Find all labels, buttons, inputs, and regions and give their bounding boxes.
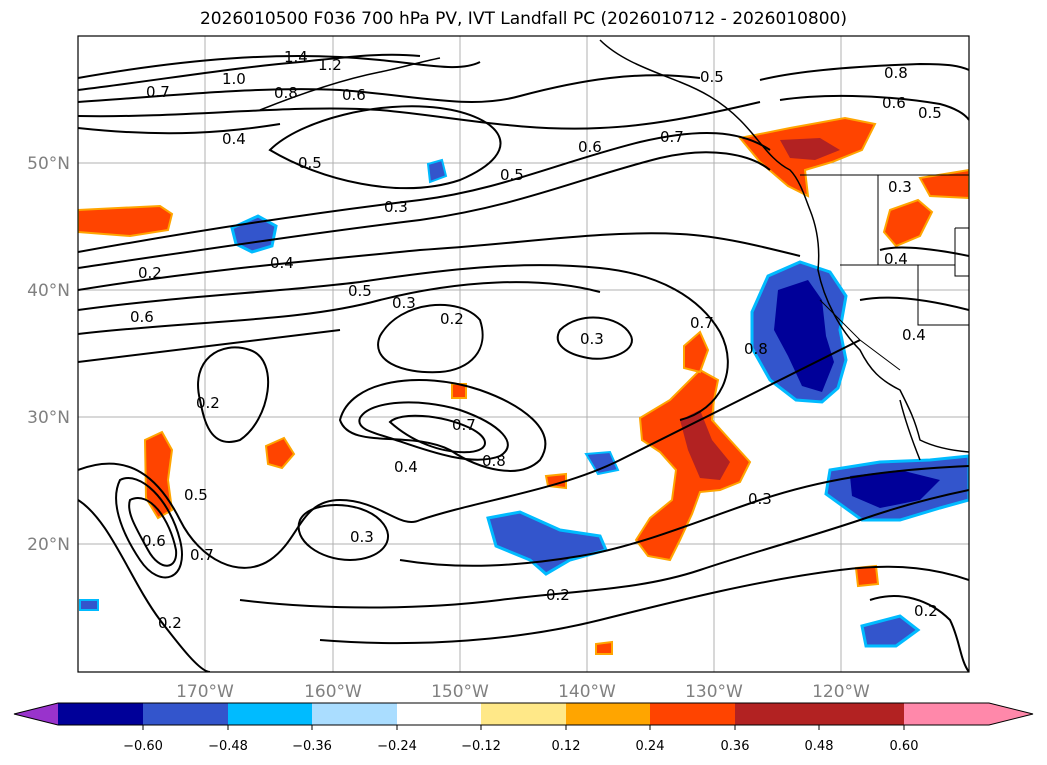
contour-label: 0.7 — [660, 128, 684, 146]
contour-label: 0.6 — [342, 86, 366, 104]
colorbar-tick-label: −0.12 — [461, 739, 501, 754]
contour-label: 0.4 — [222, 130, 246, 148]
contour-label: 0.3 — [350, 528, 374, 546]
contour-label: 0.2 — [138, 264, 162, 282]
colorbar-tick-label: 0.60 — [890, 739, 919, 754]
contour-label: 0.6 — [142, 532, 166, 550]
lat-label: 20°N — [27, 535, 70, 555]
positive-anomaly-region — [680, 410, 730, 480]
colorbar-segment — [735, 703, 819, 725]
contour-label: 0.5 — [700, 68, 724, 86]
map-title: 2026010500 F036 700 hPa PV, IVT Landfall… — [199, 9, 847, 29]
positive-anomaly-region — [683, 330, 710, 374]
contour-label: 0.2 — [546, 586, 570, 604]
lon-label: 170°W — [176, 682, 234, 702]
positive-anomaly-region — [918, 168, 969, 200]
contour-label: 0.5 — [298, 154, 322, 172]
lon-label: 160°W — [304, 682, 362, 702]
colorbar-tick-label: 0.24 — [636, 739, 665, 754]
contour-label: 0.2 — [914, 602, 938, 620]
colorbar-tick-label: −0.36 — [292, 739, 332, 754]
negative-anomaly-region — [850, 470, 940, 508]
contour-label: 0.8 — [744, 340, 768, 358]
contour-label-group: 1.4 1.2 1.0 0.8 0.7 0.6 0.4 0.5 0.5 0.6 … — [130, 48, 942, 632]
positive-anomaly-region — [780, 138, 840, 160]
lon-label: 150°W — [431, 682, 489, 702]
lon-label: 140°W — [558, 682, 616, 702]
lat-label: 40°N — [27, 281, 70, 301]
positive-anomaly-region — [78, 204, 174, 238]
colorbar-segment — [566, 703, 650, 725]
contour-label: 0.8 — [884, 64, 908, 82]
contour-label: 1.4 — [284, 48, 308, 66]
colorbar-tick-label: −0.48 — [208, 739, 248, 754]
colorbar-segment — [650, 703, 735, 725]
negative-anomaly-region — [860, 614, 921, 648]
colorbar-segment — [397, 703, 481, 725]
contour-label: 0.5 — [348, 282, 372, 300]
contour-label: 0.4 — [884, 250, 908, 268]
colorbar-tick-label: 0.48 — [805, 739, 834, 754]
contour-label: 0.4 — [270, 254, 294, 272]
latitude-axis: 50°N 40°N 30°N 20°N — [27, 154, 70, 555]
positive-anomaly-region — [595, 640, 613, 655]
contour-label: 0.4 — [394, 458, 418, 476]
colorbar-segment — [228, 703, 312, 725]
contour-label: 0.7 — [146, 83, 170, 101]
pv-contours — [78, 53, 969, 672]
contour-label: 0.2 — [158, 614, 182, 632]
colorbar-segment — [58, 703, 143, 725]
colorbar-tick-label: −0.24 — [377, 739, 417, 754]
contour-label: 0.4 — [902, 326, 926, 344]
positive-anomaly-region — [882, 198, 934, 248]
lon-label: 130°W — [685, 682, 743, 702]
contour-label: 0.3 — [580, 330, 604, 348]
coastlines — [259, 39, 969, 461]
contour-label: 0.8 — [274, 84, 298, 102]
contour-label: 0.3 — [384, 198, 408, 216]
lat-label: 30°N — [27, 408, 70, 428]
colorbar-extend-right — [904, 703, 1033, 725]
political-borders — [800, 174, 969, 371]
contour-label: 0.3 — [748, 490, 772, 508]
colorbar-tick-label: 0.36 — [721, 739, 750, 754]
lat-label: 50°N — [27, 154, 70, 174]
contour-label: 0.6 — [578, 138, 602, 156]
positive-anomaly-region — [634, 368, 752, 562]
contour-label: 0.7 — [452, 416, 476, 434]
negative-anomaly-region — [584, 450, 620, 476]
colorbar-tick-label: −0.60 — [123, 739, 163, 754]
contour-label: 0.6 — [882, 94, 906, 112]
contour-label: 0.7 — [690, 314, 714, 332]
lon-label: 120°W — [812, 682, 870, 702]
positive-anomaly-region — [264, 436, 296, 470]
contour-label: 1.2 — [318, 56, 342, 74]
colorbar-segment — [481, 703, 566, 725]
contour-label: 0.2 — [440, 310, 464, 328]
contour-label: 0.2 — [196, 394, 220, 412]
negative-anomaly-region — [79, 599, 99, 611]
map-frame — [77, 35, 970, 673]
colorbar-extend-left — [14, 703, 58, 725]
contour-label: 1.0 — [222, 70, 246, 88]
ivt-shading — [78, 116, 969, 655]
contour-label: 0.8 — [482, 452, 506, 470]
contour-label: 0.5 — [918, 104, 942, 122]
negative-anomaly-region — [426, 158, 448, 184]
contour-label: 0.5 — [184, 486, 208, 504]
contour-label: 0.3 — [888, 178, 912, 196]
colorbar-segment — [143, 703, 228, 725]
colorbar-tick-label: 0.12 — [552, 739, 581, 754]
contour-label: 0.3 — [392, 294, 416, 312]
longitude-axis: 170°W 160°W 150°W 140°W 130°W 120°W — [176, 682, 870, 702]
positive-anomaly-region — [854, 564, 880, 588]
contour-label: 0.7 — [190, 546, 214, 564]
contour-label: 0.5 — [500, 166, 524, 184]
negative-anomaly-region — [774, 280, 834, 392]
colorbar-segment — [312, 703, 397, 725]
colorbar-segment — [819, 703, 904, 725]
colorbar: −0.60 −0.48 −0.36 −0.24 −0.12 0.12 0.24 … — [13, 702, 1034, 754]
contour-label: 0.6 — [130, 308, 154, 326]
